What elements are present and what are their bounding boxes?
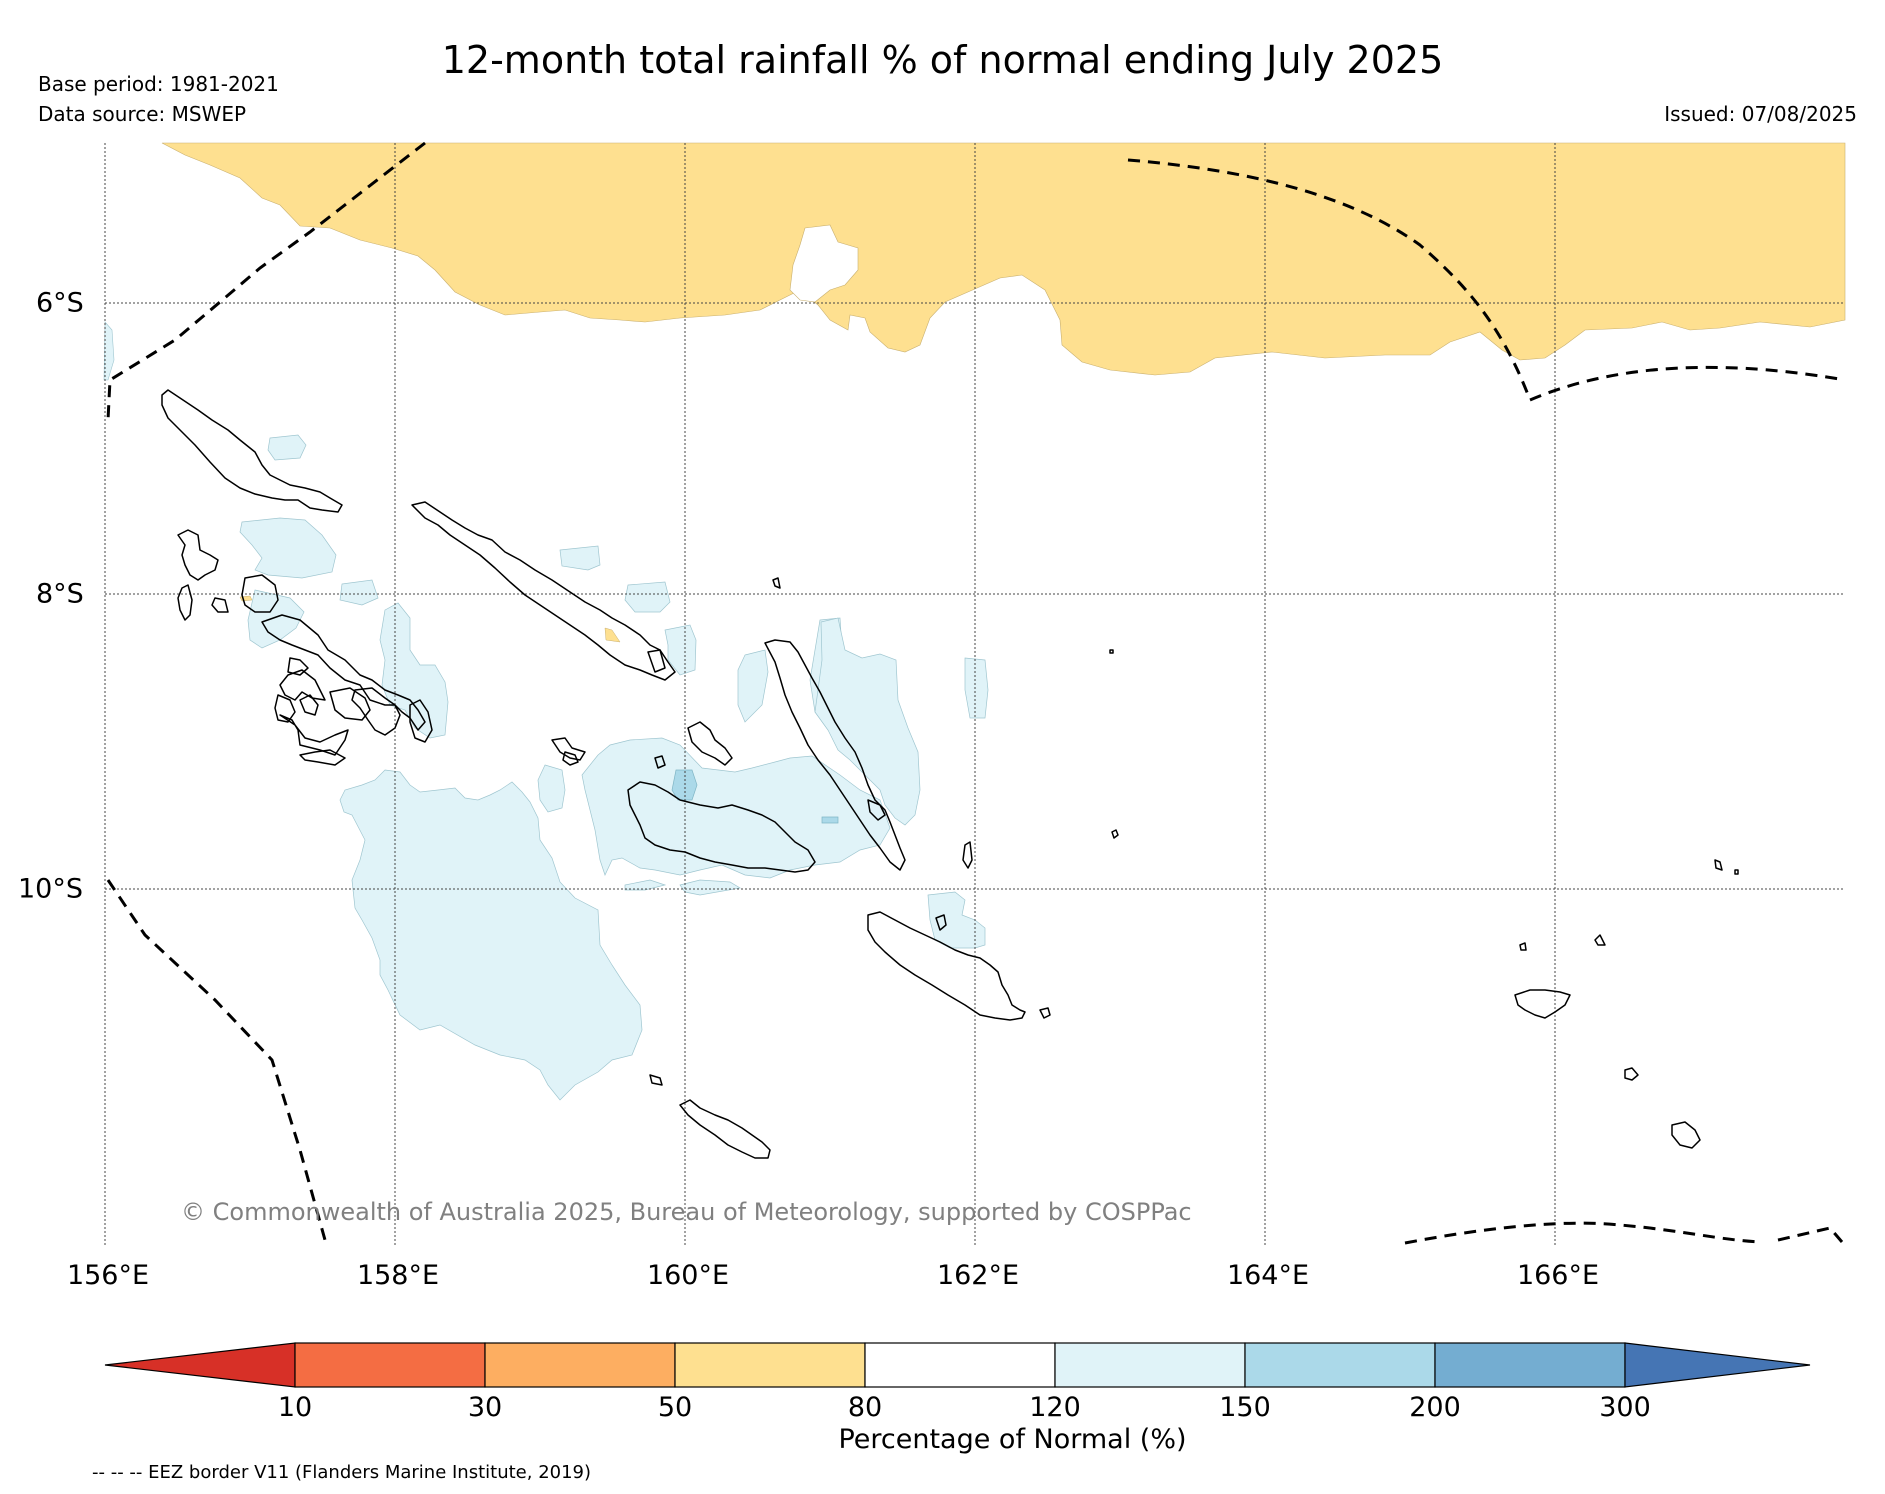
data-source: Data source: MSWEP (38, 102, 247, 126)
colorbar-tick-label: 50 (657, 1392, 693, 1423)
colorbar-label: Percentage of Normal (%) (838, 1424, 1187, 1455)
guadalcanal (627, 781, 816, 873)
latitude-label: 6°S (36, 287, 84, 319)
graticule (104, 143, 1845, 1247)
colorbar-extend-high (1624, 1342, 1811, 1388)
colorbar (104, 1342, 1811, 1388)
rendova (279, 669, 326, 701)
colorbar-tick-label: 120 (1029, 1392, 1081, 1423)
copyright-notice: © Commonwealth of Australia 2025, Bureau… (181, 1198, 1192, 1226)
colorbar-tick-label: 10 (277, 1392, 313, 1423)
savo-island (654, 755, 666, 769)
well-above-normal-patch-2 (821, 816, 839, 824)
shortland-island (177, 529, 219, 581)
kolombangara (329, 687, 371, 721)
rennell-island (679, 1099, 771, 1159)
colorbar-tick-label: 30 (467, 1392, 503, 1423)
normal-patch (789, 224, 859, 303)
malaita (764, 639, 906, 871)
longitude-label: 164°E (1226, 1260, 1310, 1291)
latitude-label: 8°S (36, 578, 84, 610)
longitude-label: 158°E (356, 1260, 440, 1291)
issued-date: Issued: 07/08/2025 (1664, 102, 1857, 126)
vella-lavella (241, 574, 279, 613)
colorbar-bin (484, 1342, 676, 1388)
longitude-label: 162°E (936, 1260, 1020, 1291)
colorbar-tick-label: 300 (1599, 1392, 1651, 1423)
colorbar-tick-label: 150 (1219, 1392, 1271, 1423)
longitude-label: 166°E (1516, 1260, 1600, 1291)
colorbar-tick-label: 200 (1409, 1392, 1461, 1423)
santa-isabel (411, 501, 676, 681)
above-normal-regions (239, 434, 989, 1101)
colorbar-extend-low (104, 1342, 296, 1388)
colorbar-bin (864, 1342, 1056, 1388)
eez-border (106, 141, 1846, 1245)
florida-islands (551, 737, 586, 761)
colorbar-bin (294, 1342, 486, 1388)
longitude-label: 156°E (66, 1260, 150, 1291)
colorbar-tick-label: 80 (847, 1392, 883, 1423)
makira (867, 911, 1026, 1021)
new-georgia (261, 614, 426, 731)
colorbar-bin (1434, 1342, 1626, 1388)
latitude-label: 10°S (18, 873, 83, 905)
colorbar-bin (1244, 1342, 1436, 1388)
colorbar-bin (1054, 1342, 1246, 1388)
below-normal-patch (604, 627, 621, 643)
colorbar-bin (674, 1342, 866, 1388)
choiseul-island (161, 389, 343, 513)
page-title: 12-month total rainfall % of normal endi… (441, 38, 1444, 82)
coastlines (161, 389, 1739, 1159)
base-period: Base period: 1981-2021 (38, 72, 279, 96)
above-normal-patch (103, 321, 115, 381)
longitude-label: 160°E (646, 1260, 730, 1291)
eez-legend-note: -- -- -- EEZ border V11 (Flanders Marine… (92, 1462, 592, 1483)
vanikoro-islands (1514, 989, 1571, 1019)
below-normal-region (161, 142, 1846, 376)
